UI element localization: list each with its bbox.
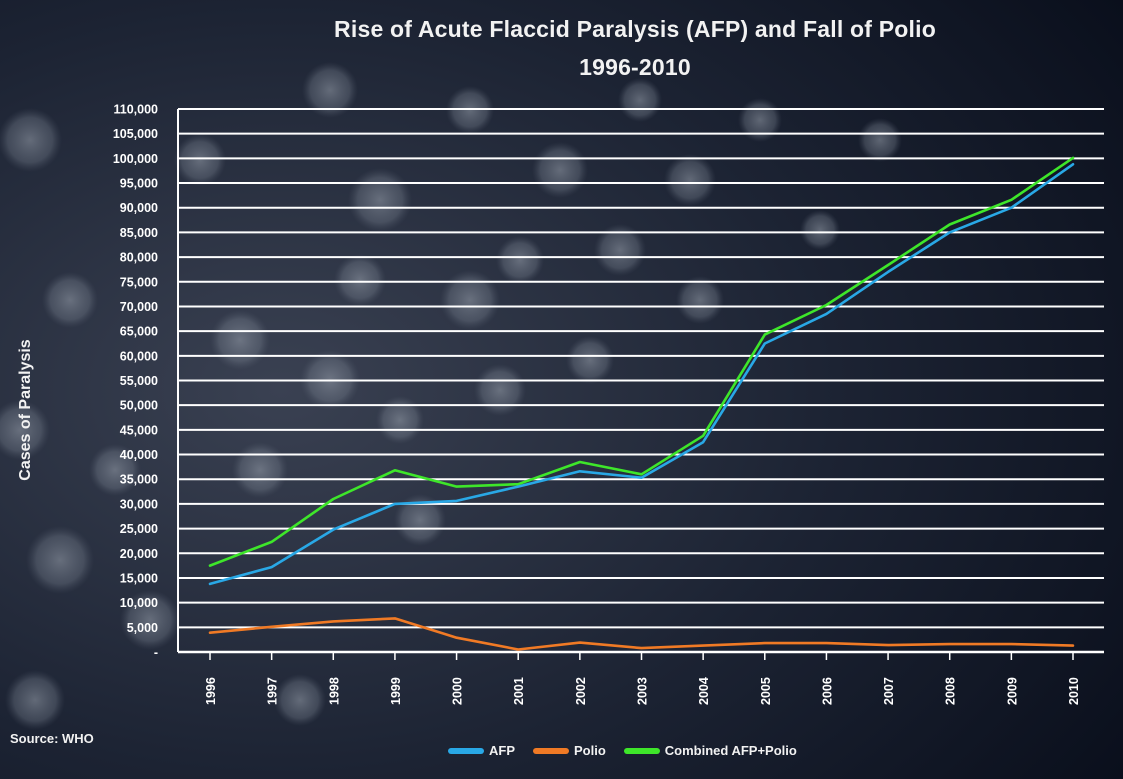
y-tick-label: 40,000	[120, 448, 158, 462]
y-tick-label: 15,000	[120, 571, 158, 585]
series-line-afp	[208, 163, 1075, 586]
y-tick-label: 80,000	[120, 251, 158, 265]
grid-lines	[177, 108, 1104, 654]
y-tick-label: 55,000	[120, 374, 158, 388]
x-axis-ticks: 1996 1997 1998 1999 2000 2001 2002 2003 2004 2005…	[204, 652, 1081, 705]
x-tick-label: 2009	[1005, 677, 1019, 705]
legend-swatch-combined	[623, 747, 660, 754]
legend-label-combined: Combined AFP+Polio	[664, 743, 797, 758]
y-tick-label: -	[154, 646, 158, 660]
legend-item-polio: Polio	[533, 743, 606, 758]
y-tick-label: 65,000	[120, 325, 158, 339]
y-tick-label: 100,000	[113, 152, 158, 166]
legend-swatch-polio	[533, 747, 569, 754]
legend-item-afp: AFP	[448, 743, 515, 758]
y-tick-label: 50,000	[120, 399, 158, 413]
chart-subtitle: 1996-2010	[579, 54, 691, 80]
x-tick-label: 2008	[944, 677, 958, 705]
x-tick-label: 2003	[636, 677, 650, 705]
x-tick-label: 2007	[882, 677, 896, 705]
x-tick-label: 2000	[451, 677, 465, 705]
y-tick-label: 30,000	[120, 497, 158, 511]
series-lines	[208, 156, 1075, 651]
y-tick-label: 90,000	[120, 201, 158, 215]
y-tick-label: 5,000	[127, 621, 158, 635]
source-note: Source: WHO	[10, 731, 94, 746]
x-tick-label: 2005	[759, 677, 773, 705]
legend-label-afp: AFP	[489, 743, 515, 758]
x-tick-label: 2002	[574, 677, 588, 705]
y-tick-label: 105,000	[113, 127, 158, 141]
x-tick-label: 1998	[327, 677, 341, 705]
legend-swatch-afp	[448, 747, 484, 754]
y-tick-label: 60,000	[120, 349, 158, 363]
y-tick-label: 95,000	[120, 177, 158, 191]
series-line-polio	[208, 617, 1075, 651]
y-tick-label: 85,000	[120, 226, 158, 240]
y-tick-label: 110,000	[114, 103, 159, 117]
x-tick-label: 2004	[697, 677, 711, 705]
x-tick-label: 1999	[389, 677, 403, 705]
x-tick-label: 2006	[820, 677, 834, 705]
y-tick-label: 10,000	[120, 596, 158, 610]
legend: AFP Polio Combined AFP+Polio	[448, 743, 797, 758]
y-tick-label: 75,000	[120, 275, 158, 289]
y-axis-label: Cases of Paralysis	[17, 339, 34, 481]
x-tick-label: 1996	[204, 677, 218, 705]
series-line-combined-afp-polio	[208, 156, 1075, 567]
y-tick-label: 70,000	[120, 300, 158, 314]
y-tick-label: 25,000	[120, 522, 158, 536]
x-tick-label: 2010	[1067, 677, 1081, 705]
legend-item-combined: Combined AFP+Polio	[623, 743, 797, 758]
y-tick-label: 45,000	[120, 423, 158, 437]
x-tick-label: 1997	[266, 677, 280, 705]
y-tick-label: 35,000	[120, 473, 158, 487]
y-tick-label: 20,000	[120, 547, 158, 561]
x-tick-label: 2001	[512, 677, 526, 705]
legend-label-polio: Polio	[574, 743, 606, 758]
chart-title: Rise of Acute Flaccid Paralysis (AFP) an…	[334, 16, 936, 42]
y-axis-ticks: - 5,000 10,000 15,000 20,000 25,000 30,000 35,0…	[113, 103, 158, 660]
